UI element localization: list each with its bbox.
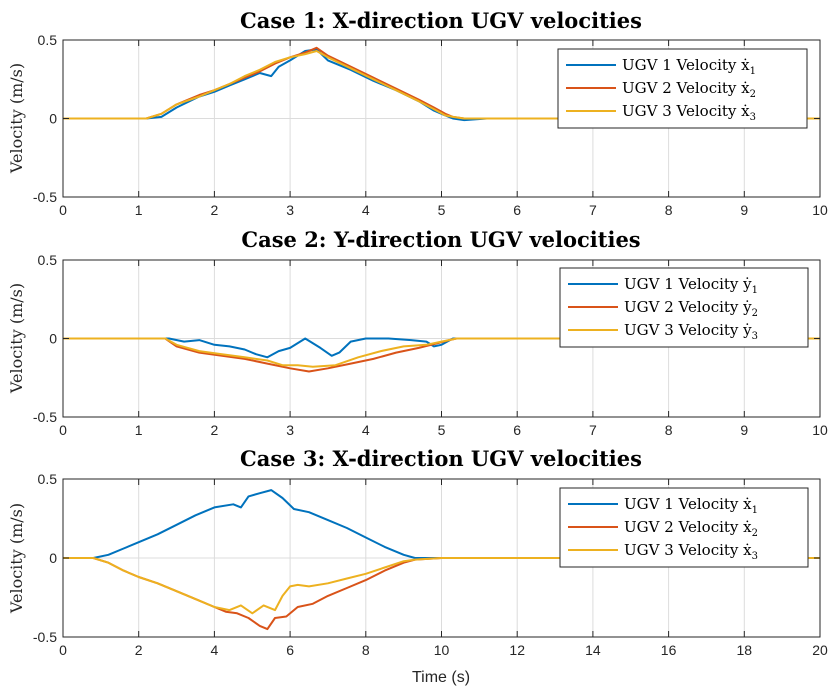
case3-xtick-label: 14 <box>585 642 601 658</box>
case3-ylabel: Velocity (m/s) <box>7 503 26 614</box>
case2-legend-label-ugv1: UGV 1 Velocity ẏ1 <box>624 275 758 296</box>
case1-xtick-label: 6 <box>513 202 521 218</box>
case3-xtick-label: 20 <box>812 642 828 658</box>
case3-xtick-label: 4 <box>211 642 219 658</box>
case1-ytick-label: -0.5 <box>33 189 57 205</box>
case3-ytick-label: -0.5 <box>33 629 57 645</box>
case3-legend-item-ugv2: UGV 2 Velocity ẋ2 <box>568 518 758 539</box>
case1-xtick-label: 5 <box>438 202 446 218</box>
case3-legend-label-ugv1: UGV 1 Velocity ẋ1 <box>624 495 758 516</box>
case3-xtick-label: 12 <box>509 642 525 658</box>
case3-xtick-label: 8 <box>362 642 370 658</box>
case2-legend-item-ugv3: UGV 3 Velocity ẏ3 <box>568 321 758 342</box>
case1-ylabel: Velocity (m/s) <box>7 63 26 174</box>
case2-legend-label-ugv2: UGV 2 Velocity ẏ2 <box>624 298 758 319</box>
case1-xtick-label: 1 <box>135 202 143 218</box>
case3-ytick-label: 0 <box>49 550 57 566</box>
case1-ytick-label: 0 <box>49 111 57 127</box>
case2-panel: Case 2: Y-direction UGV velocities Veloc… <box>7 227 828 438</box>
case2-series-ugv1-line <box>63 337 820 359</box>
case3-legend-item-ugv1: UGV 1 Velocity ẋ1 <box>568 495 758 516</box>
case3-title: Case 3: X-direction UGV velocities <box>240 446 642 471</box>
case1-xtick-label: 0 <box>59 202 67 218</box>
case1-legend-item-ugv3: UGV 3 Velocity ẋ3 <box>566 102 756 123</box>
case3-xtick-label: 18 <box>737 642 753 658</box>
case1-xtick-label: 4 <box>362 202 370 218</box>
case2-legend-label-ugv3: UGV 3 Velocity ẏ3 <box>624 321 758 342</box>
case2-xtick-label: 9 <box>740 422 748 438</box>
case2-xtick-label: 8 <box>665 422 673 438</box>
case1-legend-label-ugv3: UGV 3 Velocity ẋ3 <box>622 102 756 123</box>
case1-title: Case 1: X-direction UGV velocities <box>240 8 642 33</box>
case2-xtick-label: 0 <box>59 422 67 438</box>
case3-legend-label-ugv3: UGV 3 Velocity ẋ3 <box>624 541 758 562</box>
case2-xtick-label: 6 <box>513 422 521 438</box>
case1-legend-label-ugv2: UGV 2 Velocity ẋ2 <box>622 79 756 100</box>
case3-ytick-label: 0.5 <box>38 471 58 487</box>
case2-xtick-label: 10 <box>812 422 828 438</box>
case2-ytick-label: 0.5 <box>38 252 58 268</box>
case1-ytick-label: 0.5 <box>38 32 58 48</box>
case3-legend-item-ugv3: UGV 3 Velocity ẋ3 <box>568 541 758 562</box>
case2-xtick-label: 3 <box>286 422 294 438</box>
case3-legend-label-ugv2: UGV 2 Velocity ẋ2 <box>624 518 758 539</box>
case2-series-ugv3-line <box>63 337 820 368</box>
case3-xtick-label: 2 <box>135 642 143 658</box>
case3-xlabel: Time (s) <box>412 669 470 686</box>
case1-xtick-label: 9 <box>740 202 748 218</box>
case1-legend-label-ugv1: UGV 1 Velocity ẋ1 <box>622 56 756 77</box>
case3-xtick-label: 6 <box>286 642 294 658</box>
case1-legend-item-ugv1: UGV 1 Velocity ẋ1 <box>566 56 756 77</box>
case2-xtick-label: 4 <box>362 422 370 438</box>
case2-xtick-label: 2 <box>211 422 219 438</box>
case3-xtick-label: 16 <box>661 642 677 658</box>
case1-legend-item-ugv2: UGV 2 Velocity ẋ2 <box>566 79 756 100</box>
case2-ytick-label: 0 <box>49 331 57 347</box>
case1-xtick-label: 7 <box>589 202 597 218</box>
case2-legend-item-ugv1: UGV 1 Velocity ẏ1 <box>568 275 758 296</box>
case1-xtick-label: 8 <box>665 202 673 218</box>
case2-ytick-label: -0.5 <box>33 409 57 425</box>
case2-legend-item-ugv2: UGV 2 Velocity ẏ2 <box>568 298 758 319</box>
case1-panel: Case 1: X-direction UGV velocities Veloc… <box>7 8 828 218</box>
case2-xtick-label: 7 <box>589 422 597 438</box>
case2-title: Case 2: Y-direction UGV velocities <box>241 227 640 252</box>
case1-xtick-label: 2 <box>211 202 219 218</box>
case1-xtick-label: 3 <box>286 202 294 218</box>
case2-ylabel: Velocity (m/s) <box>7 283 26 394</box>
case2-xtick-label: 1 <box>135 422 143 438</box>
case1-series-ugv3-line <box>63 50 820 120</box>
case2-xtick-label: 5 <box>438 422 446 438</box>
case3-xtick-label: 10 <box>434 642 450 658</box>
case1-xtick-label: 10 <box>812 202 828 218</box>
case3-panel: Case 3: X-direction UGV velocities Veloc… <box>7 446 828 686</box>
case3-series-ugv1-line <box>63 489 820 559</box>
case1-series-ugv2-line <box>63 46 820 120</box>
case3-series-ugv3-line <box>63 557 820 615</box>
case3-xtick-label: 0 <box>59 642 67 658</box>
